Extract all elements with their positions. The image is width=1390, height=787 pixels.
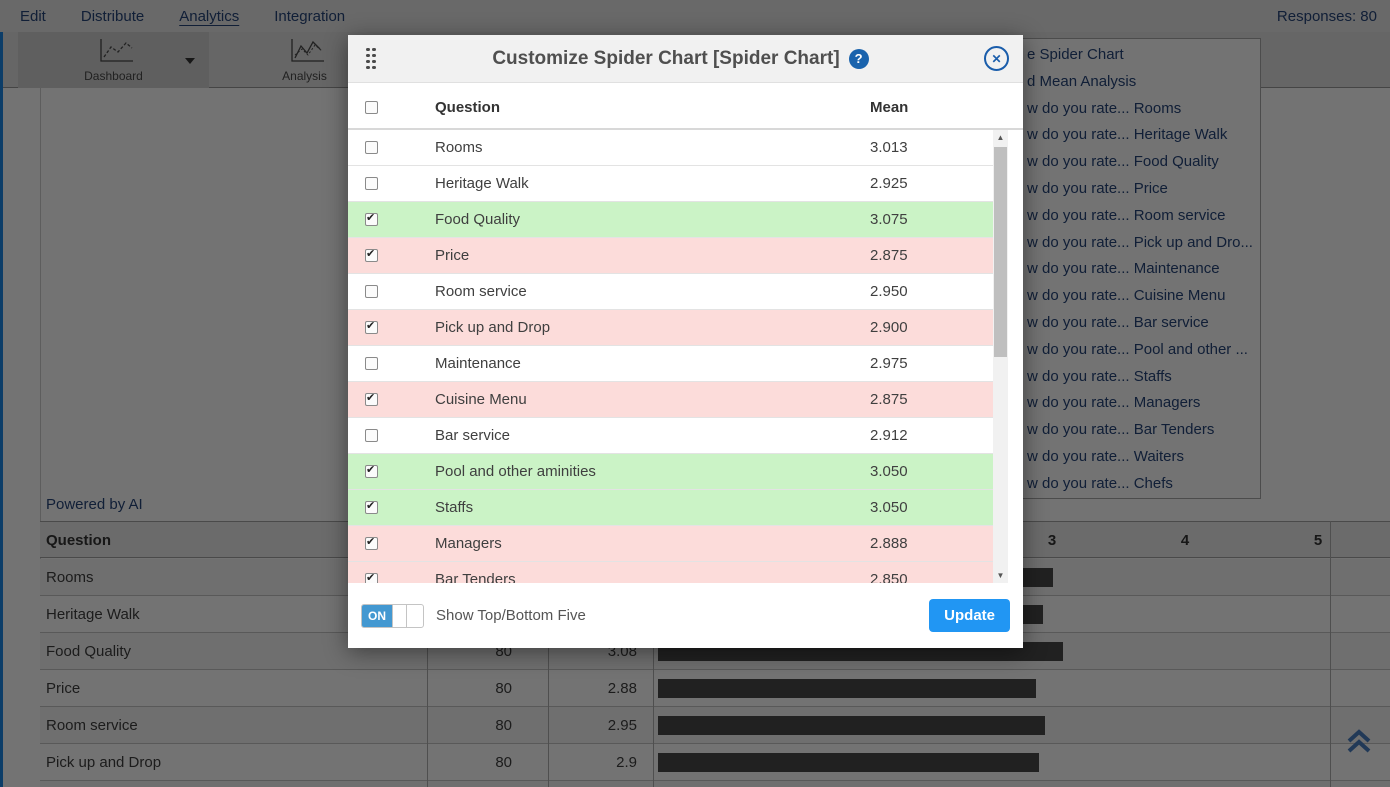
row-question-label: Bar Tenders (435, 571, 516, 583)
row-checkbox[interactable]: ✔ (365, 464, 378, 478)
modal-question-row[interactable]: Room service 2.950 (348, 274, 993, 310)
row-question-label: Bar service (435, 427, 511, 444)
modal-question-row[interactable]: Heritage Walk 2.925 (348, 166, 993, 202)
modal-question-row[interactable]: Bar service 2.912 (348, 418, 993, 454)
checkmark-icon: ✔ (366, 320, 376, 332)
checkmark-icon: ✔ (366, 572, 376, 583)
update-button[interactable]: Update (929, 599, 1010, 632)
modal-footer: ON Show Top/Bottom Five Update (348, 583, 1023, 648)
toggle-group: ON Show Top/Bottom Five (361, 603, 586, 628)
modal-question-row[interactable]: ✔ Food Quality 3.075 (348, 202, 993, 238)
toggle-knob[interactable] (392, 604, 407, 627)
row-question-label: Maintenance (435, 355, 521, 372)
scrollbar-thumb[interactable] (994, 147, 1007, 357)
row-checkbox[interactable]: ✔ (365, 212, 378, 226)
modal-table-header: Question Mean (348, 87, 1023, 130)
row-question-label: Heritage Walk (435, 175, 529, 192)
row-checkbox[interactable]: ✔ (365, 320, 378, 334)
row-checkbox[interactable] (365, 177, 378, 190)
modal-question-row[interactable]: ✔ Bar Tenders 2.850 (348, 562, 993, 583)
row-checkbox[interactable] (365, 357, 378, 370)
modal-title: Customize Spider Chart [Spider Chart] (492, 47, 840, 69)
row-mean-value: 2.912 (870, 427, 908, 444)
toggle-on-label: ON (362, 604, 392, 627)
row-question-label: Managers (435, 535, 502, 552)
mean-column-header: Mean (870, 99, 909, 116)
row-question-label: Cuisine Menu (435, 391, 527, 408)
modal-title-wrap: Customize Spider Chart [Spider Chart] ? (377, 48, 984, 70)
modal-question-row[interactable]: ✔ Staffs 3.050 (348, 490, 993, 526)
row-mean-value: 2.950 (870, 283, 908, 300)
checkmark-icon: ✔ (366, 212, 376, 224)
checkmark-icon: ✔ (366, 248, 376, 260)
toggle-label: Show Top/Bottom Five (436, 607, 586, 624)
row-checkbox[interactable]: ✔ (365, 500, 378, 514)
scrollbar-down-arrow[interactable]: ▼ (996, 571, 1005, 580)
select-all-checkbox[interactable] (365, 101, 378, 114)
modal-scrollbar[interactable]: ▲ ▼ (993, 130, 1008, 583)
modal-question-row[interactable]: ✔ Cuisine Menu 2.875 (348, 382, 993, 418)
row-mean-value: 2.900 (870, 319, 908, 336)
scrollbar-up-arrow[interactable]: ▲ (996, 133, 1005, 142)
row-question-label: Pick up and Drop (435, 319, 551, 336)
modal-question-row[interactable]: ✔ Managers 2.888 (348, 526, 993, 562)
row-checkbox[interactable]: ✔ (365, 392, 378, 406)
row-mean-value: 2.888 (870, 535, 908, 552)
customize-spider-chart-modal: Customize Spider Chart [Spider Chart] ? … (348, 35, 1023, 648)
modal-question-row[interactable]: ✔ Pool and other aminities 3.050 (348, 454, 993, 490)
checkmark-icon: ✔ (366, 500, 376, 512)
row-mean-value: 2.925 (870, 175, 908, 192)
row-question-label: Price (435, 247, 470, 264)
row-mean-value: 2.875 (870, 391, 908, 408)
row-mean-value: 2.975 (870, 355, 908, 372)
help-icon[interactable]: ? (848, 48, 869, 69)
row-checkbox[interactable]: ✔ (365, 248, 378, 262)
close-icon[interactable]: ✕ (984, 46, 1009, 71)
row-question-label: Pool and other aminities (435, 463, 596, 480)
row-checkbox[interactable]: ✔ (365, 536, 378, 550)
modal-question-list: Rooms 3.013 Heritage Walk 2.925 ✔ Food Qualit… (348, 130, 1023, 583)
checkmark-icon: ✔ (366, 392, 376, 404)
row-mean-value: 3.075 (870, 211, 908, 228)
row-checkbox[interactable] (365, 285, 378, 298)
row-checkbox[interactable] (365, 141, 378, 154)
checkmark-icon: ✔ (366, 464, 376, 476)
modal-question-row[interactable]: ✔ Price 2.875 (348, 238, 993, 274)
modal-header: Customize Spider Chart [Spider Chart] ? … (348, 35, 1023, 83)
row-mean-value: 3.013 (870, 139, 908, 156)
row-mean-value: 2.875 (870, 247, 908, 264)
modal-question-row[interactable]: ✔ Pick up and Drop 2.900 (348, 310, 993, 346)
modal-question-row[interactable]: Maintenance 2.975 (348, 346, 993, 382)
row-mean-value: 3.050 (870, 499, 908, 516)
row-mean-value: 2.850 (870, 571, 908, 583)
row-question-label: Staffs (435, 499, 474, 516)
modal-rows: Rooms 3.013 Heritage Walk 2.925 ✔ Food Qualit… (348, 130, 993, 583)
row-question-label: Rooms (435, 139, 483, 156)
drag-handle-icon[interactable] (365, 47, 377, 71)
question-column-header: Question (435, 99, 501, 116)
checkmark-icon: ✔ (366, 536, 376, 548)
modal-question-row[interactable]: Rooms 3.013 (348, 130, 993, 166)
row-question-label: Room service (435, 283, 527, 300)
row-question-label: Food Quality (435, 211, 521, 228)
row-checkbox[interactable]: ✔ (365, 572, 378, 583)
row-mean-value: 3.050 (870, 463, 908, 480)
row-checkbox[interactable] (365, 429, 378, 442)
show-top-bottom-toggle[interactable]: ON (361, 603, 424, 628)
